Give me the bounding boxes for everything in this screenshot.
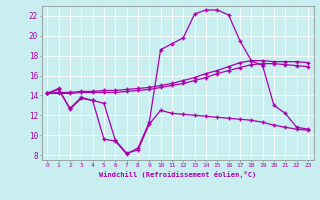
X-axis label: Windchill (Refroidissement éolien,°C): Windchill (Refroidissement éolien,°C) bbox=[99, 171, 256, 178]
